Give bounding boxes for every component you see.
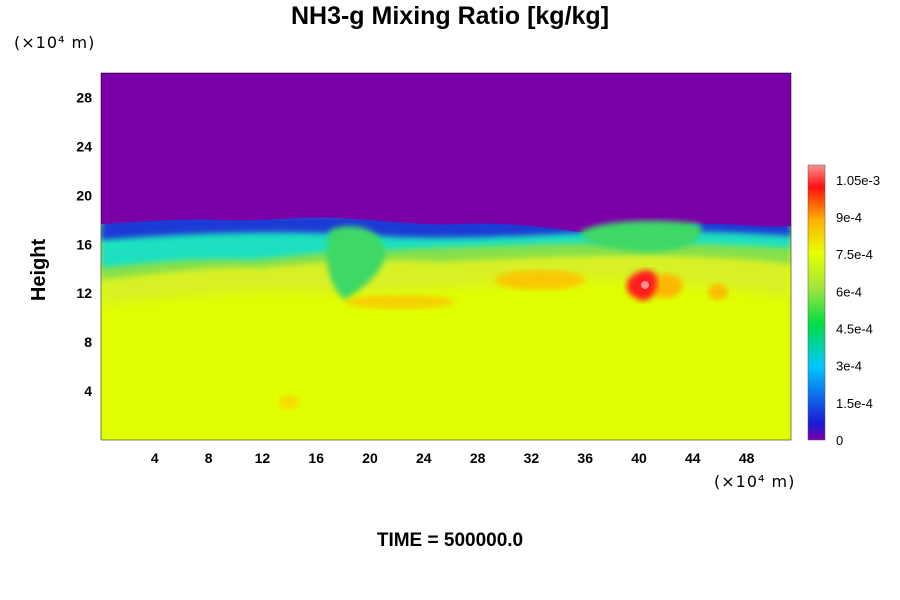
time-label: TIME = 500000.0 [376,530,524,551]
y-tick-label: 28 [76,89,92,105]
x-tick-label: 24 [416,450,432,466]
colorbar-tick-label: 7.5e-4 [836,247,873,262]
chart-title: NH3-g Mixing Ratio [kg/kg] [290,2,610,30]
x-tick-label: 44 [685,450,701,466]
y-tick-label: 20 [76,187,92,203]
y-tick-label: 4 [84,383,92,399]
x-tick-label: 28 [470,450,486,466]
x-tick-label: 48 [739,450,755,466]
y-unit-label: (×10⁴ m) [14,33,96,52]
x-tick-label: 32 [524,450,540,466]
colorbar-tick-label: 9e-4 [836,210,862,225]
x-unit-label: (×10⁴ m) [714,472,796,491]
heatmap-field [101,73,791,440]
colorbar-tick-label: 6e-4 [836,284,862,299]
colorbar-tick-label: 0 [836,433,843,448]
colorbar-tick-label: 1.05e-3 [836,173,880,188]
x-tick-label: 12 [255,450,271,466]
colorbar-tick-label: 1.5e-4 [836,396,873,411]
x-tick-label: 20 [362,450,378,466]
x-tick-label: 4 [151,450,159,466]
colorbar-tick-label: 4.5e-4 [836,322,873,337]
y-tick-label: 8 [84,334,92,350]
plot-frame [100,72,792,441]
y-tick-label: 12 [76,285,92,301]
y-tick-label: 24 [76,138,92,154]
colorbar-tick-label: 3e-4 [836,359,862,374]
x-tick-label: 8 [205,450,213,466]
x-tick-label: 40 [631,450,647,466]
y-tick-labels: 4 8 12 16 20 24 28 [76,89,92,399]
x-tick-label: 16 [308,450,324,466]
x-tick-labels: 4 8 12 16 20 24 28 32 36 40 44 48 [151,450,755,466]
colorbar-tick-labels: 0 1.5e-4 3e-4 4.5e-4 6e-4 7.5e-4 9e-4 1.05e-3 [836,173,880,448]
x-tick-label: 36 [577,450,593,466]
colorbar [807,164,826,441]
y-tick-label: 16 [76,236,92,252]
